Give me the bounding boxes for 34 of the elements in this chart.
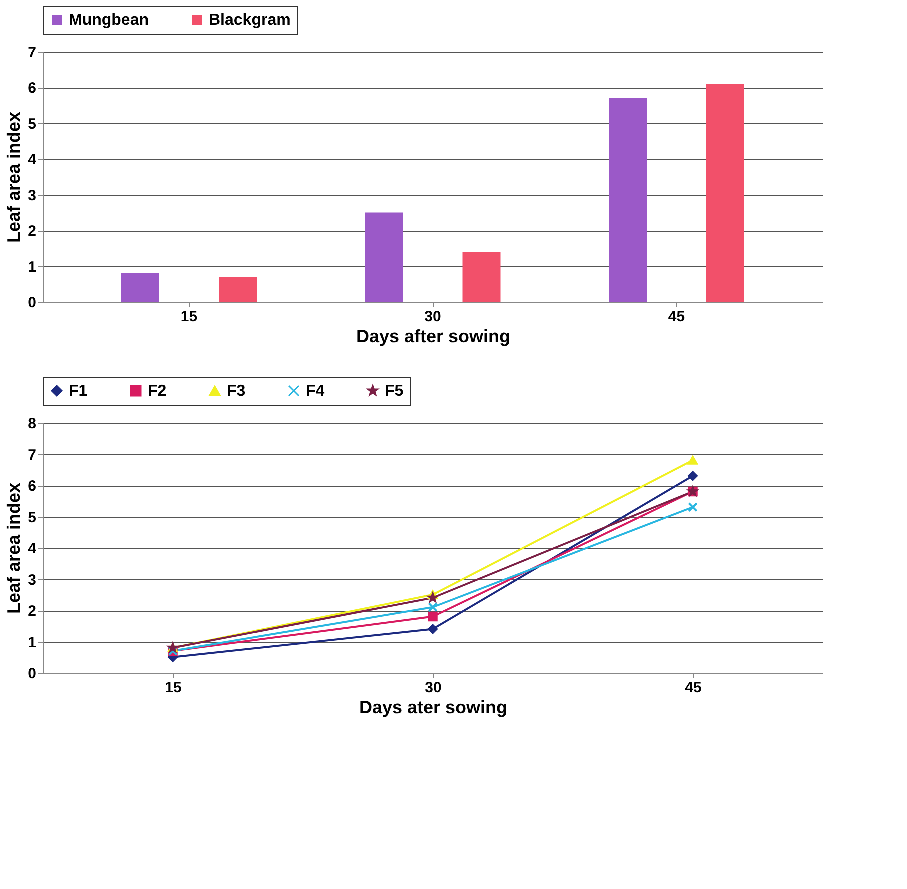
x-tick-label: 30 [424, 308, 442, 326]
y-axis-title: Leaf area index [4, 482, 24, 614]
y-tick-label: 3 [28, 572, 36, 589]
y-tick-label: 4 [28, 540, 38, 558]
y-tick-label: 0 [28, 666, 36, 682]
y-tick-label: 8 [28, 416, 36, 432]
legend-label: Blackgram [209, 12, 291, 29]
x-axis-title: Days ater sowing [359, 698, 508, 718]
x-tick-label: 45 [685, 680, 702, 696]
legend-label: F3 [227, 383, 246, 400]
y-tick-label: 5 [28, 509, 36, 526]
y-tick-label: 1 [28, 634, 36, 652]
legend-label: F4 [306, 383, 325, 400]
legend-label: F5 [385, 383, 404, 400]
y-tick-label: 0 [28, 294, 36, 312]
y-tick-label: 5 [28, 116, 36, 133]
x-tick-label: 30 [425, 680, 442, 696]
y-tick-label: 2 [28, 603, 36, 620]
x-axis-title: Days after sowing [356, 326, 511, 346]
legend-label: Mungbean [69, 12, 149, 29]
y-tick-label: 1 [28, 258, 36, 276]
legend-label: F2 [148, 383, 167, 400]
x-tick-label: 15 [180, 308, 198, 326]
y-tick-label: 6 [28, 478, 36, 495]
legend-label: F1 [69, 383, 88, 400]
y-tick-label: 3 [28, 187, 36, 204]
y-tick-label: 2 [28, 223, 36, 240]
y-axis-title: Leaf area index [4, 112, 24, 244]
x-tick-label: 45 [668, 308, 686, 326]
y-tick-label: 6 [28, 80, 36, 98]
y-tick-label: 7 [28, 44, 36, 62]
y-tick-label: 7 [28, 446, 36, 464]
x-tick-label: 15 [165, 680, 182, 696]
y-tick-label: 4 [28, 152, 38, 169]
